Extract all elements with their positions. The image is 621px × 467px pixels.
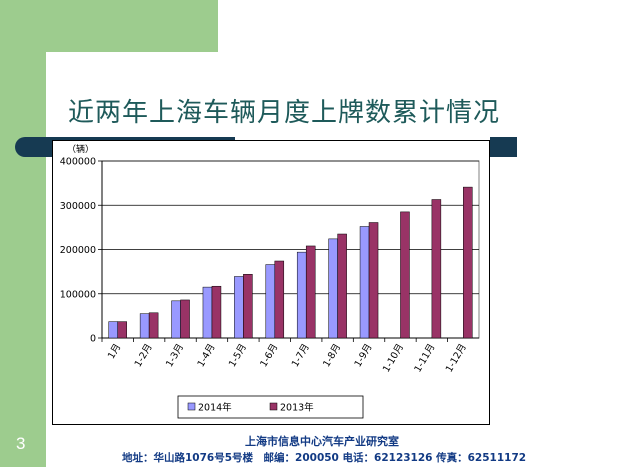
bar-2013-12 (463, 186, 473, 339)
bar-2014-1 (108, 321, 118, 339)
y-tick-label: 0 (90, 334, 96, 345)
legend-label: 2014年 (198, 402, 232, 414)
bar-2013-3 (180, 299, 190, 339)
x-tick-label: 1-11月 (412, 342, 437, 374)
x-tick-label: 1-8月 (321, 342, 343, 369)
x-tick-label: 1-5月 (227, 342, 249, 369)
y-tick-label: 200000 (60, 245, 96, 256)
y-tick-label: 100000 (60, 289, 96, 300)
bar-2014-2 (139, 313, 150, 339)
bar-2013-10 (400, 211, 410, 339)
bar-2013-8 (337, 233, 347, 339)
green-top-panel (0, 0, 218, 52)
x-tick-label: 1-2月 (133, 342, 155, 369)
legend-label: 2013年 (280, 402, 314, 414)
footer-organization: 上海市信息中心汽车产业研究室 (245, 435, 399, 448)
bar-2013-1 (117, 321, 127, 339)
chart-container: （辆） 0 100000 200000 300000 400000 1月 1-2月 1-3月 1-… (52, 140, 490, 425)
x-tick-label: 1-10月 (381, 342, 406, 374)
bar-2014-6 (265, 264, 276, 339)
bar-2013-2 (148, 312, 159, 339)
slide-number: 3 (16, 434, 26, 453)
x-tick-label: 1-7月 (290, 342, 312, 369)
legend-swatch (187, 402, 196, 411)
legend-swatch (269, 402, 278, 411)
bar-2013-9 (368, 222, 379, 339)
green-side-panel (0, 0, 46, 467)
bar-2014-7 (296, 251, 307, 339)
title-underline-band-right (490, 137, 517, 157)
x-tick-label: 1-9月 (353, 342, 375, 369)
slide-title: 近两年上海车辆月度上牌数累计情况 (68, 98, 501, 128)
bar-2013-7 (305, 245, 316, 339)
x-tick-label: 1-3月 (164, 342, 186, 369)
x-tick-label: 1-6月 (258, 342, 280, 369)
x-tick-label: 1-4月 (196, 342, 218, 369)
x-tick-label: 1-12月 (444, 342, 469, 374)
y-tick-label: 300000 (60, 201, 96, 212)
bar-2013-4 (211, 285, 222, 339)
bar-2014-9 (359, 226, 370, 339)
y-tick-label: 400000 (60, 157, 96, 168)
x-tick-label: 1月 (106, 342, 123, 361)
bar-2014-4 (202, 286, 213, 339)
bar-2014-5 (234, 276, 244, 339)
bar-2014-8 (328, 238, 338, 339)
footer-contact: 地址：华山路1076号5号楼 邮编：200050 电话：62123126 传真：… (122, 452, 527, 464)
bar-2013-11 (431, 199, 442, 339)
bar-2013-5 (243, 274, 253, 339)
bar-2014-3 (171, 300, 181, 339)
bar-chart: （辆） 0 100000 200000 300000 400000 1月 1-2月 1-3月 1-… (60, 143, 480, 419)
y-unit-label: （辆） (67, 143, 94, 155)
bar-2013-6 (274, 260, 285, 339)
